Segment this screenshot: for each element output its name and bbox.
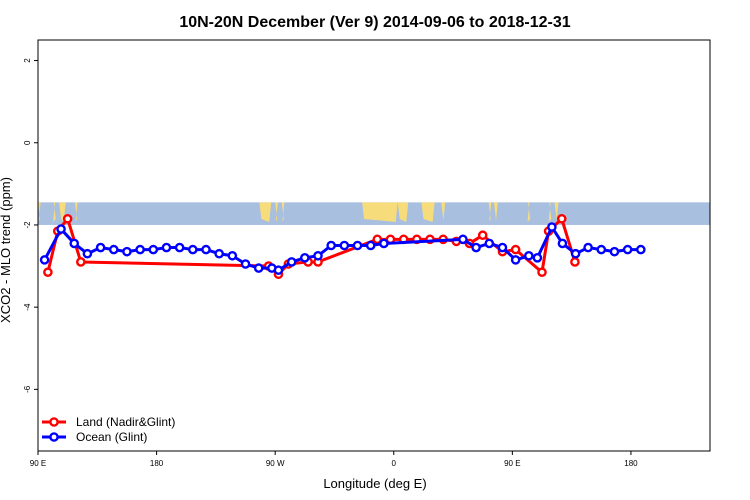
legend-marker: [49, 432, 59, 442]
data-point-ocean: [484, 238, 495, 249]
data-point-ocean: [583, 242, 593, 253]
map-land-shape: [53, 202, 56, 222]
data-point-ocean: [352, 240, 363, 251]
data-point-ocean: [135, 244, 145, 255]
data-point-land: [43, 267, 53, 278]
x-axis-label: Longitude (deg E): [323, 476, 426, 491]
map-land-shape: [259, 202, 272, 222]
map-land-shape: [554, 202, 559, 222]
data-point-land: [477, 230, 488, 241]
legend-marker: [49, 417, 59, 427]
plot-frame: [37, 39, 711, 452]
y-tick-label: -2: [23, 221, 32, 229]
data-point-land: [510, 244, 521, 255]
data-point-ocean: [174, 242, 185, 253]
data-point-ocean: [82, 248, 93, 259]
map-land-shape: [493, 202, 498, 222]
data-point-ocean: [339, 240, 350, 251]
y-tick-label: -6: [23, 385, 32, 393]
data-point-ocean: [188, 244, 198, 255]
data-point-ocean: [227, 250, 238, 261]
data-point-ocean: [253, 263, 264, 273]
legend-entry-label: Ocean (Glint): [76, 430, 147, 444]
data-point-land: [570, 257, 580, 267]
x-tick-label: 90 E: [30, 459, 46, 468]
plot-area: 90 E 180 90 W 0 90 E 180 2 0 -2 -4 -6 Land (Nadir&G…: [23, 39, 711, 468]
data-point-ocean: [471, 242, 481, 253]
data-point-ocean: [570, 248, 581, 259]
data-point-ocean: [379, 238, 389, 249]
data-point-ocean: [596, 244, 607, 255]
data-point-ocean: [56, 224, 66, 234]
data-point-land: [556, 213, 567, 224]
data-point-ocean: [286, 257, 297, 267]
x-tick-label: 90 E: [504, 459, 520, 468]
map-land-shape: [488, 202, 492, 222]
x-tick-label: 90 W: [266, 459, 285, 468]
data-point-ocean: [497, 242, 508, 253]
data-point-ocean: [201, 244, 211, 255]
data-point-ocean: [609, 246, 620, 257]
map-land-shape: [421, 202, 435, 222]
data-point-ocean: [300, 253, 310, 263]
chart-title: 10N-20N December (Ver 9) 2014-09-06 to 2…: [179, 14, 570, 31]
data-point-ocean: [510, 255, 521, 265]
map-land-shape: [397, 202, 409, 222]
data-point-ocean: [108, 244, 119, 255]
x-tick-label: 180: [150, 459, 164, 468]
y-tick-label: 2: [23, 58, 32, 63]
data-point-ocean: [365, 240, 376, 251]
legend-entry-label: Land (Nadir&Glint): [76, 415, 175, 429]
y-tick-label: 0: [23, 140, 32, 145]
data-point-land: [372, 234, 383, 245]
data-point-ocean: [122, 246, 132, 257]
data-point-ocean: [622, 244, 633, 255]
series-line-land: [46, 217, 577, 276]
data-point-ocean: [95, 242, 106, 253]
y-tick-label: -4: [23, 303, 32, 311]
data-point-ocean: [524, 250, 534, 261]
data-point-ocean: [273, 265, 284, 275]
data-point-land: [537, 267, 547, 278]
data-point-ocean: [326, 240, 336, 251]
map-land-shape: [281, 202, 285, 222]
data-point-ocean: [557, 238, 568, 249]
data-point-ocean: [547, 222, 557, 232]
map-land-shape: [74, 202, 78, 222]
data-point-ocean: [240, 259, 251, 269]
x-tick-label: 0: [392, 459, 397, 468]
map-land-shape: [38, 202, 41, 222]
data-point-land: [76, 257, 86, 267]
data-point-ocean: [161, 242, 172, 253]
map-land-shape: [441, 202, 446, 222]
x-tick-label: 180: [624, 459, 638, 468]
data-point-ocean: [69, 238, 80, 249]
data-point-land: [62, 213, 73, 224]
data-point-ocean: [39, 255, 50, 265]
map-land-shape: [362, 202, 398, 222]
data-point-ocean: [532, 253, 543, 263]
data-point-ocean: [458, 234, 468, 245]
data-point-ocean: [148, 244, 159, 255]
map-land-shape: [527, 202, 531, 222]
data-point-ocean: [313, 250, 323, 261]
data-point-ocean: [636, 244, 646, 255]
data-point-ocean: [214, 248, 224, 259]
y-axis-label: XCO2 - MLO trend (ppm): [0, 177, 13, 323]
map-land-shape: [548, 202, 552, 222]
map-land-shape: [275, 202, 278, 222]
